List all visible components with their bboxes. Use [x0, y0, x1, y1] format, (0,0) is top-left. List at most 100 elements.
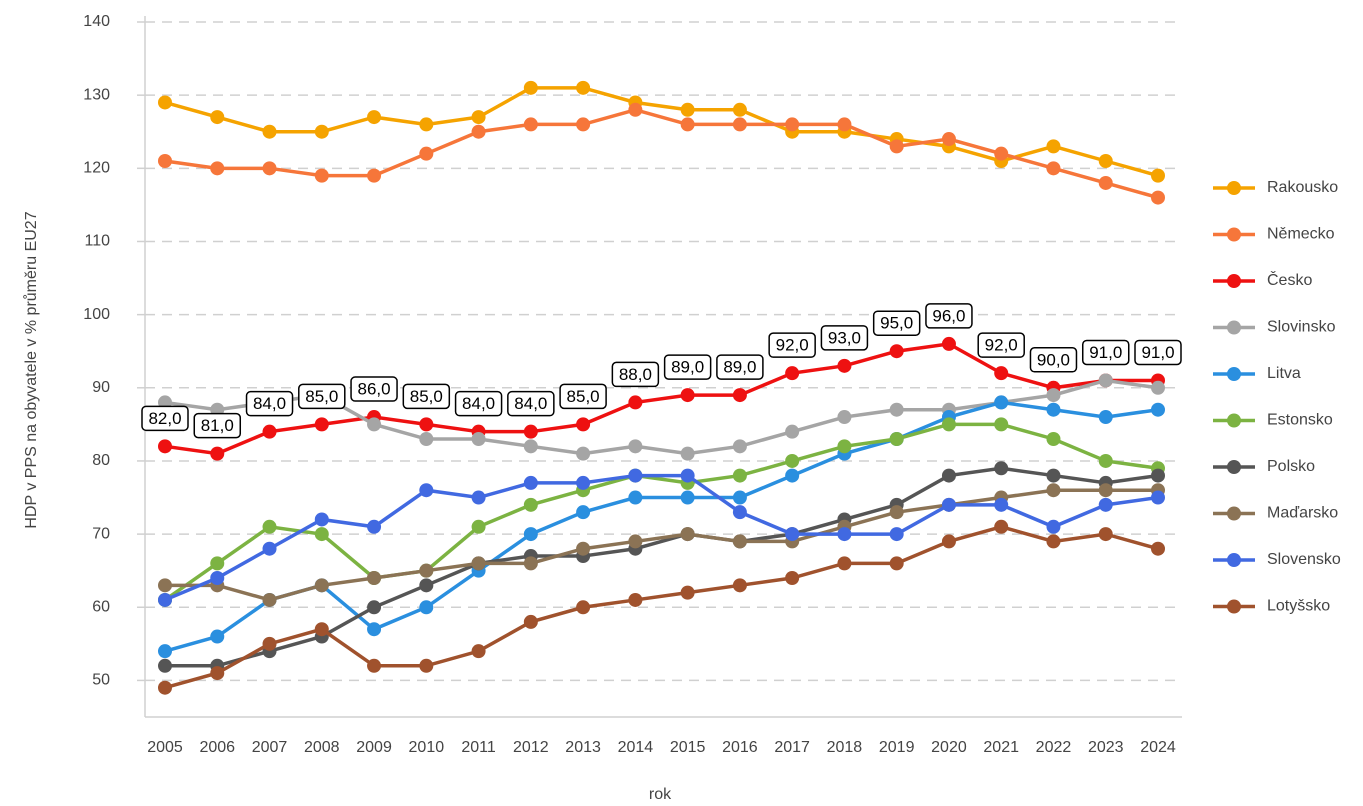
data-point [1046, 519, 1061, 534]
data-label-box [663, 354, 712, 380]
data-label: 91,0 [1081, 339, 1130, 366]
y-axis-title: HDP v PPS na obyvatele v % průměru EU27 [22, 211, 40, 528]
legend-label: Polsko [1267, 458, 1315, 475]
data-point [471, 644, 486, 659]
data-point [158, 439, 172, 454]
y-tick-label: 110 [84, 233, 110, 250]
data-point [314, 417, 329, 432]
data-label-text: 85,0 [567, 387, 600, 406]
data-point [471, 556, 486, 571]
legend-label: Maďarsko [1267, 505, 1338, 522]
data-point [680, 102, 695, 117]
data-point [628, 439, 643, 454]
data-point [262, 124, 277, 139]
data-point [889, 402, 904, 417]
data-point [732, 534, 747, 549]
data-label: 88,0 [611, 361, 660, 388]
data-point [837, 358, 852, 373]
data-point [367, 658, 382, 673]
data-label-box [925, 303, 973, 329]
data-point [419, 432, 434, 446]
data-point [576, 541, 591, 556]
series-line [164, 86, 1159, 178]
y-tick-label: 70 [92, 525, 110, 542]
y-tick-label: 130 [83, 86, 110, 103]
data-point [367, 600, 382, 615]
data-point [1098, 410, 1113, 425]
data-point [994, 461, 1009, 476]
data-point [732, 468, 747, 483]
data-point [1098, 154, 1113, 168]
data-point [628, 102, 643, 117]
data-point [419, 483, 434, 498]
data-point [419, 578, 434, 593]
legend-label: Lotyšsko [1267, 598, 1330, 615]
data-point [523, 527, 538, 542]
data-point [523, 117, 538, 132]
data-label-box [872, 310, 921, 336]
data-point [576, 417, 591, 432]
data-label-box [1134, 339, 1182, 366]
y-tick-label: 100 [83, 306, 110, 323]
series-line [164, 524, 1159, 690]
data-label: 95,0 [872, 310, 921, 336]
x-tick-label: 2010 [409, 739, 445, 756]
data-point [367, 110, 382, 125]
data-point [314, 124, 329, 139]
series-line [164, 473, 1159, 602]
y-tick-label: 60 [92, 598, 110, 615]
data-point [1098, 527, 1113, 542]
x-tick-label: 2012 [513, 739, 549, 756]
data-point [994, 146, 1009, 161]
data-point [732, 578, 747, 593]
data-label: 92,0 [768, 332, 816, 358]
legend-marker [1227, 181, 1241, 195]
data-point [1151, 168, 1165, 183]
data-point [314, 527, 329, 542]
data-point [889, 556, 904, 571]
data-point [1046, 402, 1061, 417]
data-label-text: 88,0 [619, 365, 652, 384]
data-point [680, 446, 695, 461]
data-point [941, 468, 956, 483]
data-point [576, 505, 591, 520]
data-point [210, 571, 225, 585]
data-point [628, 592, 643, 607]
data-point [471, 110, 486, 125]
data-point [158, 578, 172, 593]
series-line [165, 466, 1159, 668]
data-point [1151, 468, 1165, 483]
data-point [1098, 175, 1113, 190]
data-point [785, 453, 800, 468]
data-point [523, 497, 538, 512]
data-point [158, 154, 172, 168]
data-point [628, 468, 643, 483]
data-label-text: 89,0 [671, 358, 704, 377]
data-label-box [193, 412, 242, 439]
data-label-box [820, 325, 869, 351]
data-point [680, 527, 695, 542]
data-point [262, 519, 277, 534]
series-line [163, 422, 1159, 602]
data-point [523, 424, 538, 439]
data-point [628, 490, 643, 505]
x-tick-label: 2018 [827, 739, 863, 756]
data-label: 84,0 [507, 390, 555, 417]
data-point [314, 578, 329, 593]
data-label: 96,0 [925, 303, 973, 329]
x-tick-label: 2014 [618, 739, 654, 756]
legend-marker [1227, 320, 1241, 335]
data-label: 86,0 [350, 376, 398, 402]
data-point [210, 161, 225, 176]
data-point [994, 366, 1009, 381]
data-point [785, 117, 800, 132]
data-label-text: 92,0 [776, 336, 809, 355]
data-label: 89,0 [716, 354, 764, 380]
data-point [1046, 388, 1061, 403]
data-label-box [1081, 339, 1130, 366]
x-tick-label: 2008 [304, 739, 340, 756]
data-label: 85,0 [298, 383, 346, 410]
data-label-text: 93,0 [828, 328, 861, 347]
legend-marker [1227, 227, 1241, 242]
